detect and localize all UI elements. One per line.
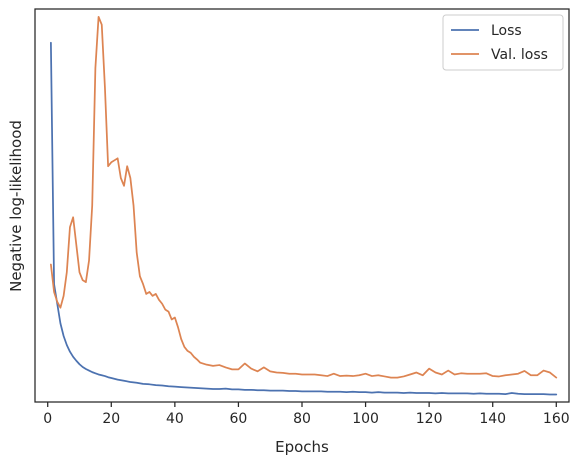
series-line-loss [50, 41, 558, 396]
legend: Loss Val. loss [442, 14, 564, 71]
x-tick-label: 100 [352, 411, 379, 427]
x-tick-label: 140 [479, 411, 506, 427]
x-tick-label: 60 [230, 411, 248, 427]
series-line-val-loss [50, 15, 558, 379]
y-axis-label: Negative log-likelihood [7, 120, 25, 292]
series-layer [50, 15, 558, 396]
x-tick-label: 80 [293, 411, 311, 427]
x-tick-label: 160 [543, 411, 570, 427]
x-tick-label: 20 [102, 411, 120, 427]
x-tick-label: 40 [166, 411, 184, 427]
legend-label-val-loss: Val. loss [491, 47, 548, 63]
x-tick-label: 0 [43, 411, 52, 427]
legend-label-loss: Loss [491, 23, 522, 39]
x-tick-label: 120 [416, 411, 443, 427]
x-axis-label: Epochs [275, 438, 329, 456]
x-axis-ticks: 0 20 40 60 80 100 120 140 160 [43, 402, 570, 427]
legend-box [442, 14, 564, 71]
plot-background [35, 9, 569, 402]
